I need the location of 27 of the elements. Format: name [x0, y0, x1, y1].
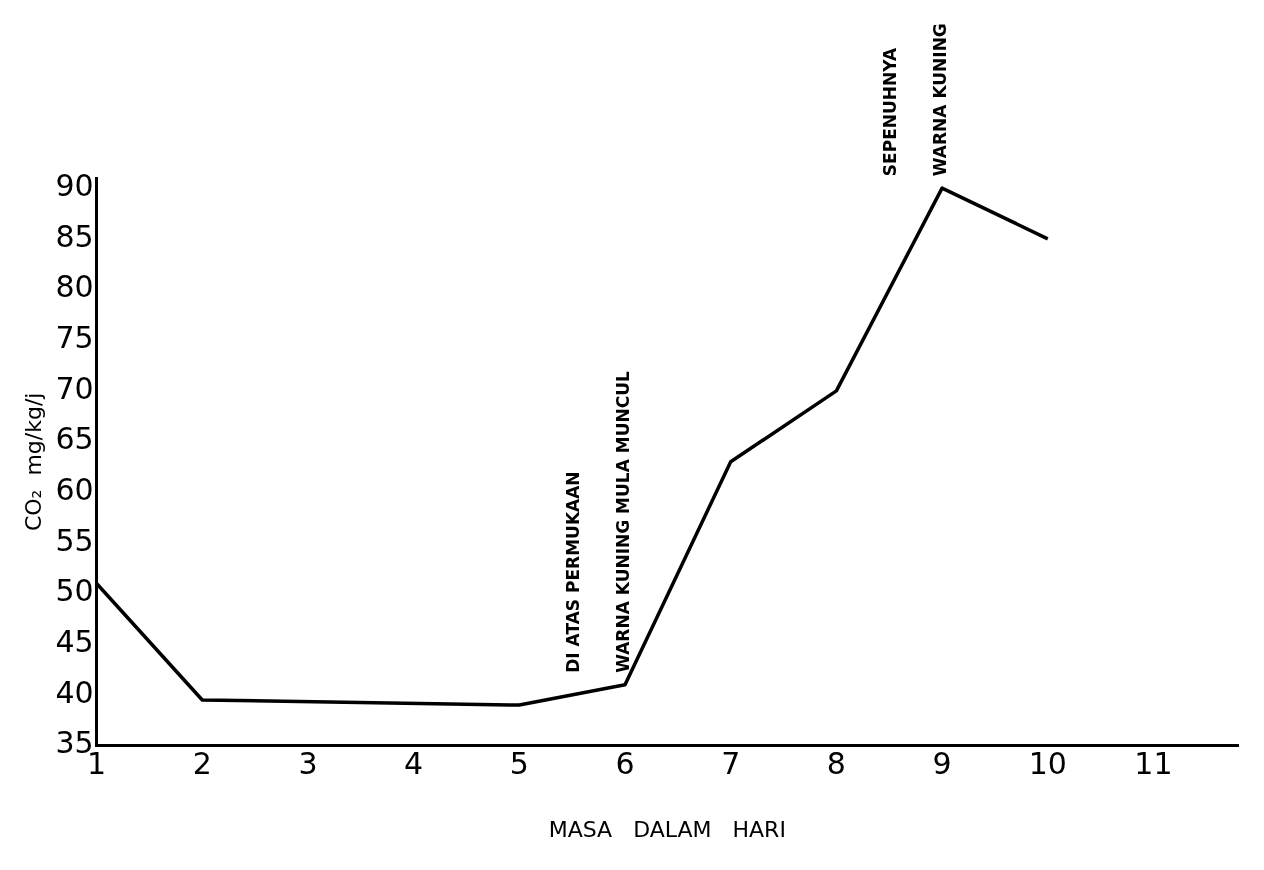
y-tick-label: 45 — [55, 624, 94, 660]
annotation: WARNA KUNING MULA MUNCUL — [613, 371, 634, 673]
annotation: WARNA KUNING — [930, 23, 951, 177]
x-tick-label: 3 — [298, 746, 318, 782]
x-tick-label: 8 — [826, 746, 846, 782]
x-tick-label: 11 — [1134, 746, 1173, 782]
y-tick-label: 55 — [55, 522, 94, 558]
y-tick-label: 90 — [55, 167, 94, 203]
annotation: DI ATAS PERMUKAAN — [563, 471, 584, 673]
x-tick-label: 10 — [1028, 746, 1067, 782]
text: SEPENUHNYA — [880, 47, 901, 177]
y-tick-label: 40 — [55, 674, 94, 710]
x-axis-title: MASA DALAM HARI — [548, 816, 786, 842]
x-tick-label: 4 — [404, 746, 424, 782]
x-tick-label: 2 — [192, 746, 212, 782]
y-tick-label: 85 — [55, 218, 94, 254]
y-tick-label: 75 — [55, 319, 94, 355]
y-axis-title: CO₂ mg/kg/j — [20, 392, 46, 532]
y-tick-label: 65 — [55, 421, 94, 457]
x-tick-label: 5 — [509, 746, 529, 782]
x-tick-label: 6 — [615, 746, 635, 782]
x-tick-label: 7 — [721, 746, 741, 782]
y-tick-label: 50 — [55, 573, 94, 609]
y-tick-label: 80 — [55, 269, 94, 305]
x-tick-label: 9 — [932, 746, 952, 782]
y-tick-label: 70 — [55, 370, 94, 406]
y-tick-label: 60 — [55, 472, 94, 507]
